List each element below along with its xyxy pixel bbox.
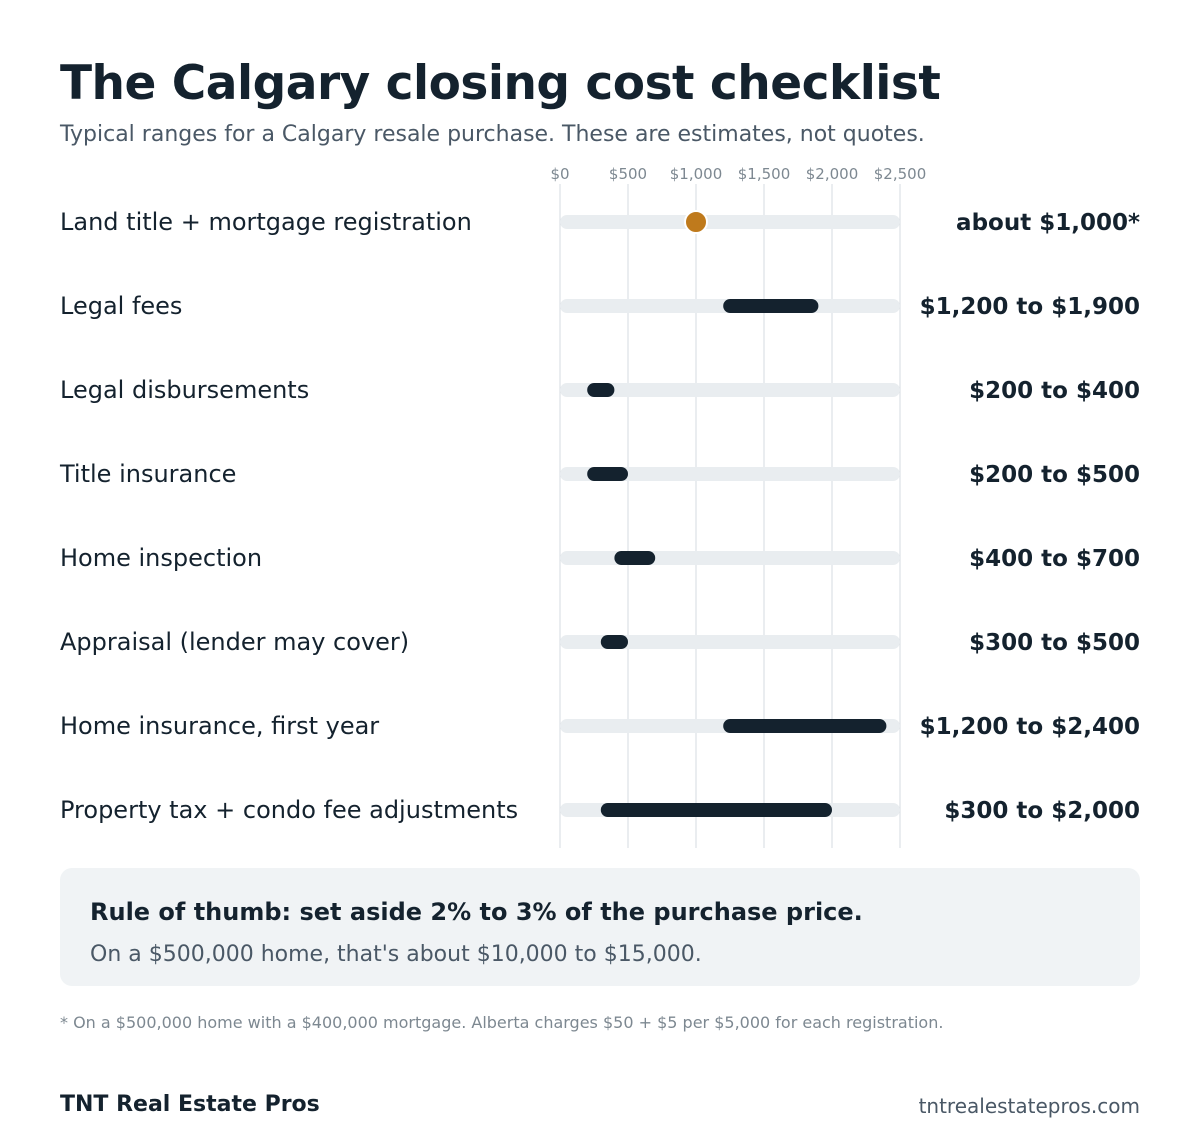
- x-tick-label: $500: [609, 165, 647, 183]
- x-tick-label: $2,500: [874, 165, 927, 183]
- value-label: $1,200 to $2,400: [920, 714, 1140, 740]
- x-tick-label: $1,500: [738, 165, 791, 183]
- value-label: $300 to $500: [969, 630, 1140, 656]
- row-label: Legal fees: [60, 292, 182, 320]
- footnote: * On a $500,000 home with a $400,000 mor…: [60, 1013, 944, 1032]
- callout-body: On a $500,000 home, that's about $10,000…: [90, 942, 702, 967]
- value-label: $300 to $2,000: [944, 798, 1140, 824]
- value-label: about $1,000*: [956, 210, 1140, 236]
- x-tick-label: $2,000: [806, 165, 859, 183]
- row-label: Home inspection: [60, 544, 262, 572]
- rule-of-thumb-callout: Rule of thumb: set aside 2% to 3% of the…: [60, 868, 1140, 986]
- brand-name: TNT Real Estate Pros: [60, 1092, 320, 1117]
- row-label: Land title + mortgage registration: [60, 208, 472, 236]
- row-label: Home insurance, first year: [60, 712, 379, 740]
- row-label: Property tax + condo fee adjustments: [60, 796, 518, 824]
- value-label: $200 to $400: [969, 378, 1140, 404]
- row-label: Appraisal (lender may cover): [60, 628, 409, 656]
- point-marker: [684, 210, 708, 234]
- value-label: $1,200 to $1,900: [920, 294, 1140, 320]
- row-label: Legal disbursements: [60, 376, 309, 404]
- value-label: $200 to $500: [969, 462, 1140, 488]
- page-title: The Calgary closing cost checklist: [60, 56, 941, 111]
- value-label: $400 to $700: [969, 546, 1140, 572]
- callout-headline: Rule of thumb: set aside 2% to 3% of the…: [90, 898, 863, 926]
- page-subtitle: Typical ranges for a Calgary resale purc…: [60, 122, 925, 147]
- closing-cost-range-chart: $0 $500 $1,000 $1,500 $2,000 $2,500 Land title…: [59, 165, 1140, 848]
- x-tick-label: $1,000: [670, 165, 723, 183]
- row-label: Title insurance: [59, 460, 236, 488]
- x-tick-label: $0: [550, 165, 569, 183]
- website-url: tntrealestatepros.com: [918, 1094, 1140, 1118]
